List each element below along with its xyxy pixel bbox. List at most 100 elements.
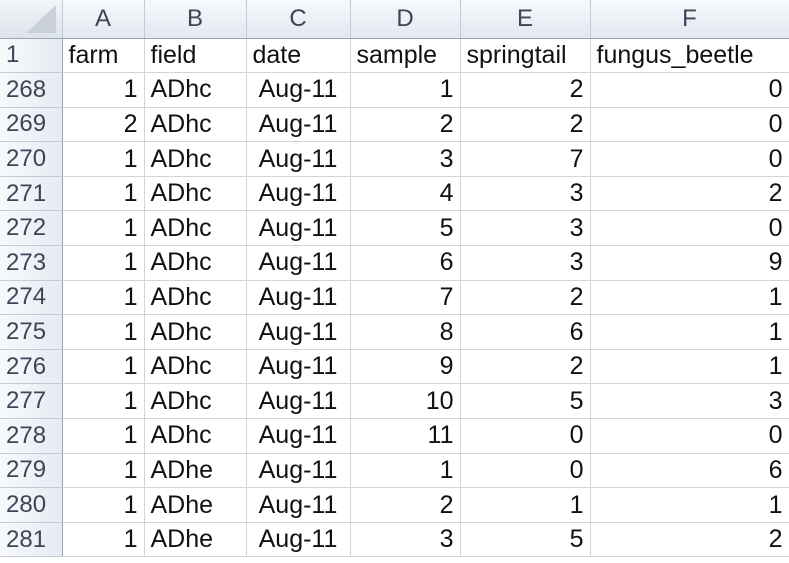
cell-farm[interactable]: 1 — [62, 72, 145, 108]
cell-sample[interactable]: 1 — [350, 453, 461, 489]
cell-sample[interactable]: 4 — [350, 176, 461, 212]
cell-springtail-header[interactable]: springtail — [460, 38, 591, 74]
cell-date[interactable]: Aug-11 — [246, 141, 351, 177]
cell-sample[interactable]: 5 — [350, 210, 461, 247]
cell-date[interactable]: Aug-11 — [246, 418, 351, 454]
cell-farm[interactable]: 1 — [62, 245, 145, 281]
row-header[interactable]: 270 — [0, 141, 63, 177]
cell-sample[interactable]: 8 — [350, 314, 461, 350]
cell-springtail[interactable]: 2 — [460, 280, 591, 316]
cell-farm[interactable]: 1 — [62, 522, 145, 558]
cell-farm[interactable]: 1 — [62, 383, 145, 420]
cell-farm-header[interactable]: farm — [62, 38, 145, 74]
column-header-d[interactable]: D — [350, 0, 461, 39]
cell-springtail[interactable]: 3 — [460, 176, 591, 212]
cell-date[interactable]: Aug-11 — [246, 522, 351, 558]
cell-fungus-beetle[interactable]: 6 — [590, 453, 789, 489]
cell-fungus-beetle[interactable]: 1 — [590, 314, 789, 350]
row-header[interactable]: 281 — [0, 522, 63, 558]
cell-field[interactable]: ADhc — [144, 349, 247, 385]
column-header-a[interactable]: A — [62, 0, 145, 39]
cell-farm[interactable]: 1 — [62, 314, 145, 350]
cell-springtail[interactable]: 5 — [460, 383, 591, 420]
cell-fungus-beetle[interactable]: 0 — [590, 141, 789, 177]
cell-farm[interactable]: 1 — [62, 349, 145, 385]
cell-date[interactable]: Aug-11 — [246, 383, 351, 420]
row-header[interactable]: 275 — [0, 314, 63, 350]
cell-fungus-beetle[interactable]: 0 — [590, 210, 789, 247]
cell-date-header[interactable]: date — [246, 38, 351, 74]
cell-fungus-beetle[interactable]: 9 — [590, 245, 789, 281]
cell-fungus-beetle[interactable]: 2 — [590, 176, 789, 212]
cell-date[interactable]: Aug-11 — [246, 314, 351, 350]
cell-springtail[interactable]: 5 — [460, 522, 591, 558]
cell-date[interactable]: Aug-11 — [246, 176, 351, 212]
cell-springtail[interactable]: 6 — [460, 314, 591, 350]
cell-date[interactable]: Aug-11 — [246, 107, 351, 143]
cell-fungus-beetle[interactable]: 1 — [590, 349, 789, 385]
row-header[interactable]: 272 — [0, 210, 63, 247]
cell-fungus-beetle[interactable]: 1 — [590, 280, 789, 316]
cell-sample[interactable]: 2 — [350, 107, 461, 143]
cell-field[interactable]: ADhc — [144, 176, 247, 212]
cell-date[interactable]: Aug-11 — [246, 453, 351, 489]
cell-field[interactable]: ADhe — [144, 453, 247, 489]
cell-field[interactable]: ADhc — [144, 141, 247, 177]
row-header[interactable]: 268 — [0, 72, 63, 108]
cell-springtail[interactable]: 2 — [460, 107, 591, 143]
column-header-b[interactable]: B — [144, 0, 247, 39]
cell-field[interactable]: ADhc — [144, 72, 247, 108]
cell-sample[interactable]: 3 — [350, 141, 461, 177]
cell-field-header[interactable]: field — [144, 38, 247, 74]
cell-springtail[interactable]: 2 — [460, 72, 591, 108]
column-header-c[interactable]: C — [246, 0, 351, 39]
cell-sample[interactable]: 9 — [350, 349, 461, 385]
row-header[interactable]: 273 — [0, 245, 63, 281]
row-header[interactable]: 276 — [0, 349, 63, 385]
column-header-f[interactable]: F — [590, 0, 789, 39]
cell-fungus-beetle[interactable]: 0 — [590, 418, 789, 454]
cell-field[interactable]: ADhc — [144, 314, 247, 350]
cell-sample[interactable]: 11 — [350, 418, 461, 454]
cell-fungus-beetle[interactable]: 3 — [590, 383, 789, 420]
cell-date[interactable]: Aug-11 — [246, 349, 351, 385]
cell-sample-header[interactable]: sample — [350, 38, 461, 74]
cell-springtail[interactable]: 3 — [460, 210, 591, 247]
row-header[interactable]: 271 — [0, 176, 63, 212]
cell-springtail[interactable]: 7 — [460, 141, 591, 177]
cell-fungus-beetle[interactable]: 0 — [590, 107, 789, 143]
cell-sample[interactable]: 7 — [350, 280, 461, 316]
cell-farm[interactable]: 1 — [62, 210, 145, 247]
row-header[interactable]: 280 — [0, 487, 63, 523]
select-all-corner[interactable] — [0, 0, 63, 39]
cell-farm[interactable]: 1 — [62, 141, 145, 177]
cell-field[interactable]: ADhe — [144, 487, 247, 523]
cell-fungus-beetle[interactable]: 0 — [590, 72, 789, 108]
cell-field[interactable]: ADhc — [144, 210, 247, 247]
cell-field[interactable]: ADhc — [144, 280, 247, 316]
cell-fungus-beetle[interactable]: 2 — [590, 522, 789, 558]
cell-fungus-beetle-header[interactable]: fungus_beetle — [590, 38, 789, 74]
cell-farm[interactable]: 1 — [62, 176, 145, 212]
cell-field[interactable]: ADhe — [144, 522, 247, 558]
row-header[interactable]: 278 — [0, 418, 63, 454]
cell-field[interactable]: ADhc — [144, 418, 247, 454]
cell-date[interactable]: Aug-11 — [246, 487, 351, 523]
cell-field[interactable]: ADhc — [144, 245, 247, 281]
cell-sample[interactable]: 2 — [350, 487, 461, 523]
cell-sample[interactable]: 1 — [350, 72, 461, 108]
cell-springtail[interactable]: 1 — [460, 487, 591, 523]
cell-field[interactable]: ADhc — [144, 107, 247, 143]
cell-springtail[interactable]: 0 — [460, 418, 591, 454]
cell-farm[interactable]: 1 — [62, 453, 145, 489]
cell-springtail[interactable]: 0 — [460, 453, 591, 489]
row-header[interactable]: 269 — [0, 107, 63, 143]
column-header-e[interactable]: E — [460, 0, 591, 39]
cell-sample[interactable]: 10 — [350, 383, 461, 420]
row-header[interactable]: 277 — [0, 383, 63, 420]
cell-springtail[interactable]: 3 — [460, 245, 591, 281]
cell-farm[interactable]: 2 — [62, 107, 145, 143]
row-header[interactable]: 274 — [0, 280, 63, 316]
row-header[interactable]: 1 — [0, 38, 63, 74]
cell-fungus-beetle[interactable]: 1 — [590, 487, 789, 523]
